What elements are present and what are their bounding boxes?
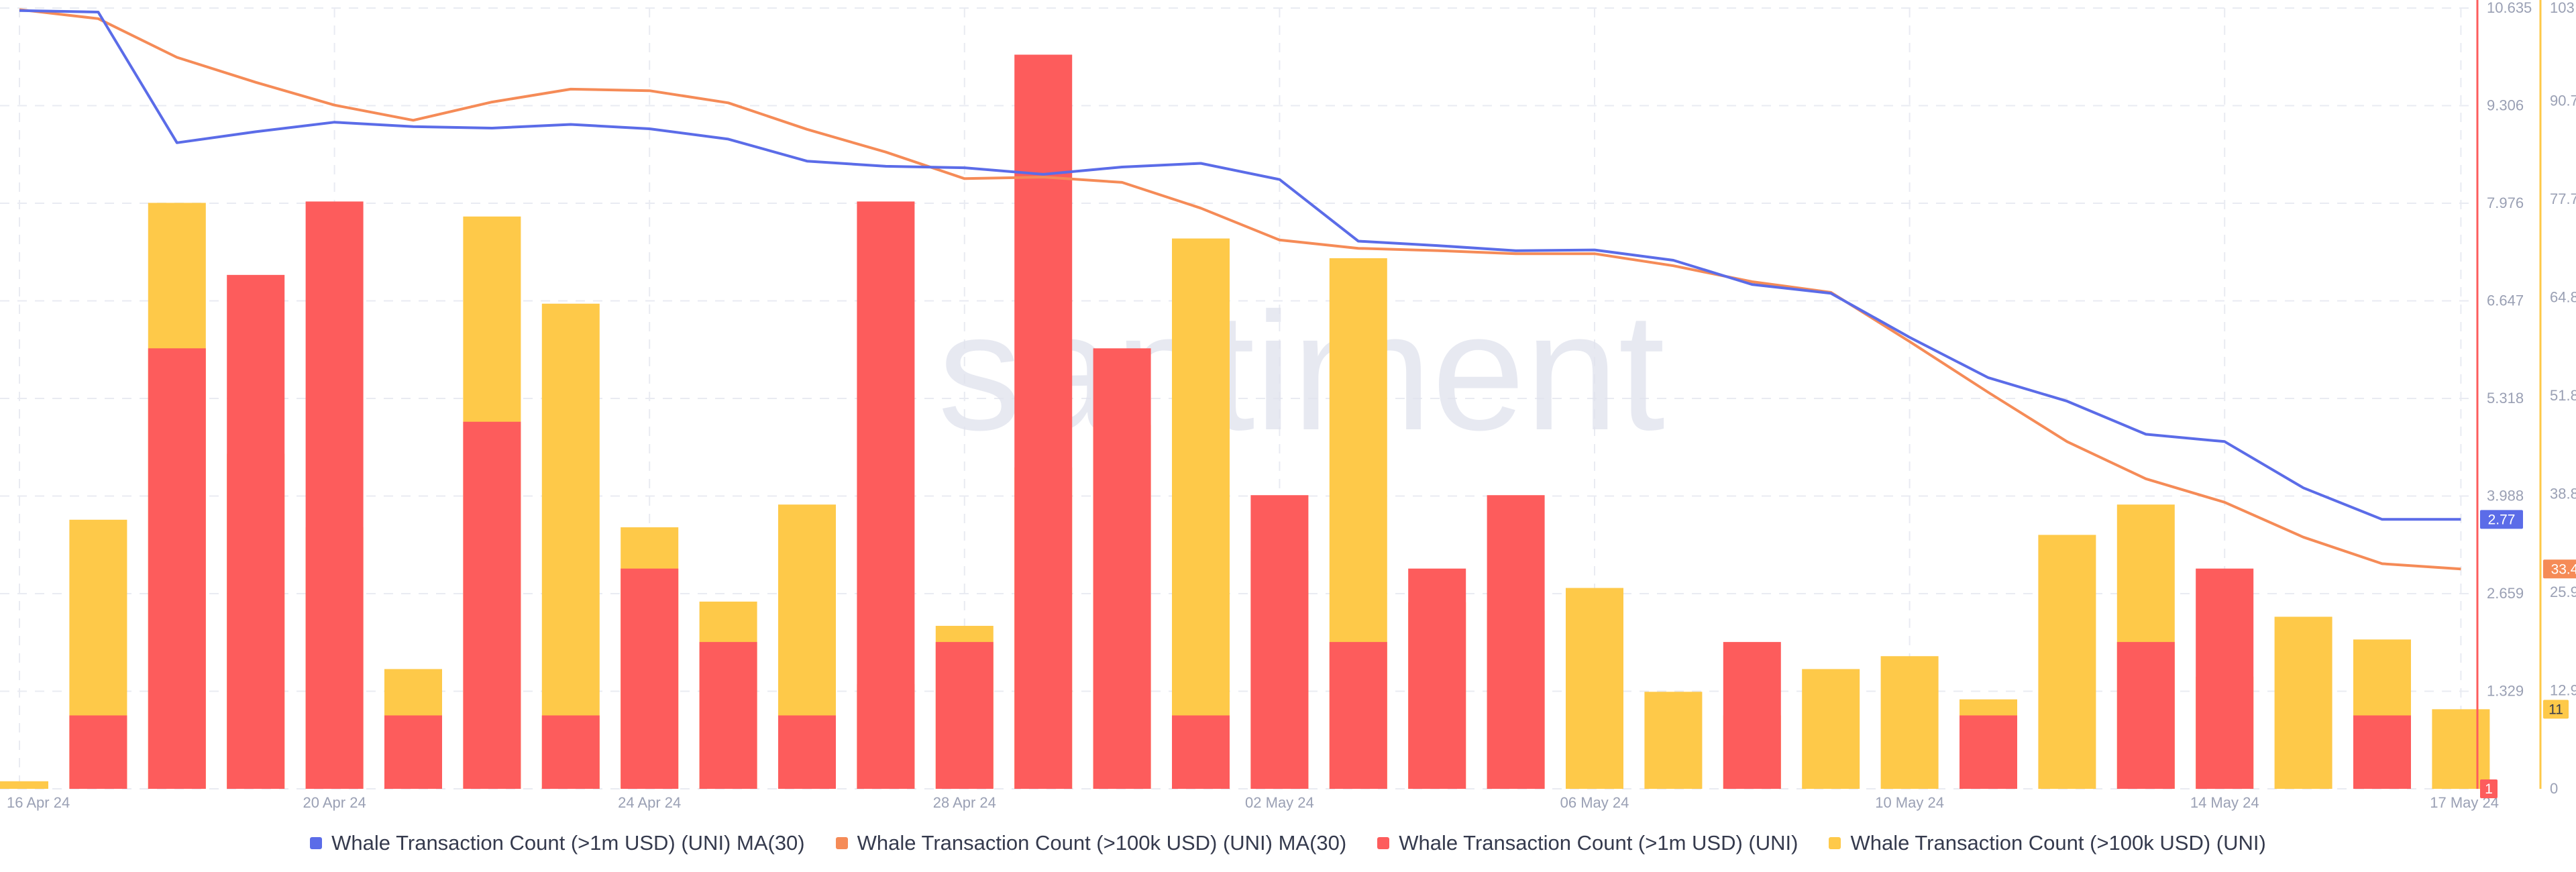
bar-1m <box>1014 54 1073 789</box>
bar-1m <box>1329 642 1387 789</box>
badge-count1m: 1 <box>2480 779 2498 798</box>
badge-count100k-bg <box>2543 700 2569 719</box>
badge-count100k-text: 11 <box>2548 702 2563 717</box>
axis-left-ticks: 10.635 9.306 7.976 6.647 5.318 3.988 2.659 1.32… <box>2487 0 2532 797</box>
x-tick-label: 06 May 24 <box>1560 794 1629 811</box>
badge-ma100k-bg <box>2543 559 2576 579</box>
badge-ma1m-bg <box>2480 510 2523 529</box>
y-right-tick-label: 51.864 <box>2550 387 2576 404</box>
bar-1m <box>2353 715 2411 789</box>
badge-ma1m: 2.77 <box>2480 510 2523 529</box>
bar-1m <box>778 715 836 789</box>
bar-1m <box>1723 642 1781 789</box>
bar-1m <box>69 715 127 789</box>
bar-100k <box>1172 238 1230 789</box>
legend-swatch-ma100k <box>835 837 848 849</box>
bar-100k <box>2432 709 2490 789</box>
x-tick-label: 16 Apr 24 <box>7 794 70 811</box>
bar-1m <box>227 274 285 789</box>
bar-1m <box>935 642 994 789</box>
bar-100k <box>2274 616 2332 789</box>
y-right-tick-label: 38.898 <box>2550 485 2576 502</box>
bar-1m <box>384 715 442 789</box>
x-tick-label: 28 Apr 24 <box>933 794 996 811</box>
bar-1m <box>621 568 679 789</box>
bar-1m <box>2116 642 2175 789</box>
y-right-tick-label: 64.829 <box>2550 288 2576 305</box>
badge-count100k: 11 <box>2543 700 2569 719</box>
bar-100k <box>1802 669 1860 789</box>
legend-label-ma100k: Whale Transaction Count (>100k USD) (UNI… <box>857 831 1347 855</box>
y-left-tick-label: 7.976 <box>2487 195 2524 211</box>
bar-1m <box>699 642 757 789</box>
legend-item-count1m[interactable]: Whale Transaction Count (>1m USD) (UNI) <box>1377 831 1798 855</box>
bar-100k <box>0 781 48 789</box>
badge-count1m-bg <box>2480 779 2498 798</box>
axis-right-ticks: 103 90.761 77.795 64.829 51.864 38.898 25.932 1… <box>2550 0 2576 797</box>
bar-1m <box>305 201 364 789</box>
x-tick-label: 14 May 24 <box>2190 794 2259 811</box>
legend-label-count100k: Whale Transaction Count (>100k USD) (UNI… <box>1850 831 2266 855</box>
bar-1m <box>1093 348 1151 789</box>
y-left-tick-label: 6.647 <box>2487 292 2524 309</box>
bar-1m <box>1487 495 1545 789</box>
bar-100k <box>1880 656 1939 789</box>
badge-ma100k: 33.4 <box>2543 559 2576 579</box>
bar-100k <box>1644 692 1703 789</box>
line-ma1m <box>19 9 2461 521</box>
legend-swatch-count100k <box>1829 837 1841 849</box>
legend-item-ma1m[interactable]: Whale Transaction Count (>1m USD) (UNI) … <box>310 831 805 855</box>
legend-item-count100k[interactable]: Whale Transaction Count (>100k USD) (UNI… <box>1829 831 2266 855</box>
y-right-tick-label: 0 <box>2550 780 2558 797</box>
badge-count1m-text: 1 <box>2485 781 2493 797</box>
bar-1m <box>2196 568 2254 789</box>
line-ma100k <box>19 8 2461 571</box>
y-left-tick-label: 2.659 <box>2487 585 2524 602</box>
bar-1m <box>1960 715 2017 789</box>
bar-1m <box>1408 568 1466 789</box>
chart-legend: Whale Transaction Count (>1m USD) (UNI) … <box>0 826 2576 860</box>
bar-1m <box>463 421 521 789</box>
y-right-tick-label: 77.795 <box>2550 190 2576 207</box>
bar-100k <box>541 303 600 789</box>
legend-swatch-ma1m <box>310 837 323 849</box>
bar-1m <box>541 715 600 789</box>
axis-x-ticks: 16 Apr 24 20 Apr 24 24 Apr 24 28 Apr 24 02 M… <box>7 794 2499 811</box>
x-tick-label: 24 Apr 24 <box>618 794 681 811</box>
legend-label-ma1m: Whale Transaction Count (>1m USD) (UNI) … <box>331 831 805 855</box>
bar-1m <box>1250 495 1309 789</box>
y-right-tick-label: 90.761 <box>2550 92 2576 109</box>
badge-ma1m-text: 2.77 <box>2488 512 2516 527</box>
y-left-tick-label: 9.306 <box>2487 97 2524 113</box>
y-left-tick-label: 10.635 <box>2487 0 2532 16</box>
y-left-tick-label: 5.318 <box>2487 390 2524 406</box>
bar-100k <box>1566 588 1623 789</box>
legend-label-count1m: Whale Transaction Count (>1m USD) (UNI) <box>1399 831 1799 855</box>
badge-ma100k-text: 33.4 <box>2551 561 2576 577</box>
bar-1m <box>857 201 915 789</box>
bar-1m <box>1172 715 1230 789</box>
bar-1m <box>148 348 206 789</box>
y-left-tick-label: 3.988 <box>2487 488 2524 504</box>
legend-swatch-count1m <box>1377 837 1390 849</box>
x-tick-label: 10 May 24 <box>1875 794 1944 811</box>
legend-item-ma100k[interactable]: Whale Transaction Count (>100k USD) (UNI… <box>835 831 1347 855</box>
x-tick-label: 20 Apr 24 <box>303 794 366 811</box>
y-right-tick-label: 103 <box>2550 0 2575 16</box>
x-tick-label: 02 May 24 <box>1245 794 1314 811</box>
bars <box>0 54 2490 789</box>
y-right-tick-label: 25.932 <box>2550 584 2576 600</box>
y-right-tick-label: 12.966 <box>2550 682 2576 698</box>
bar-100k <box>2038 535 2096 789</box>
y-left-tick-label: 1.329 <box>2487 683 2524 700</box>
